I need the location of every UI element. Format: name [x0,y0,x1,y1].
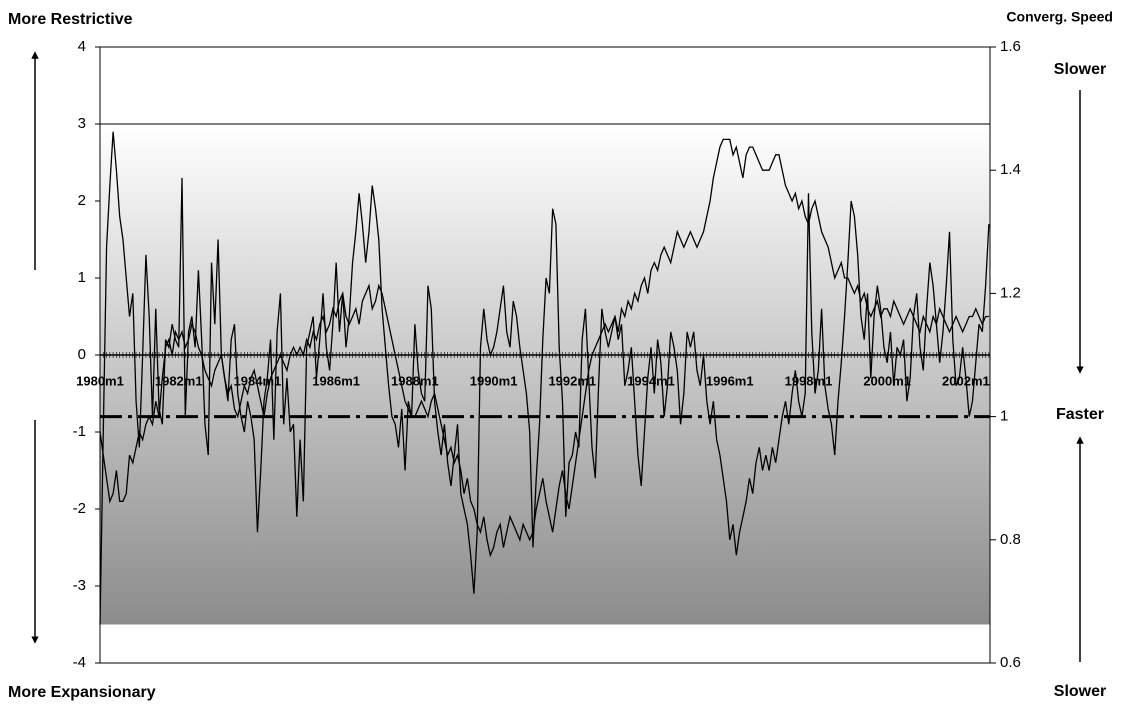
x-tick-label: 2000m1 [863,373,911,388]
y2-tick-label: 1 [1000,408,1008,425]
x-tick-label: 1982m1 [155,373,203,388]
arrows [31,51,1084,662]
x-tick-label: 1986m1 [312,373,360,388]
y-tick-label: 4 [78,38,86,55]
y2-tick-label: 0.8 [1000,531,1021,548]
x-tick-label: 1988m1 [391,373,439,388]
x-tick-label: 1980m1 [76,373,124,388]
y2-tick-label: 0.6 [1000,654,1021,671]
x-tick-label: 1990m1 [470,373,518,388]
y-tick-label: 2 [78,192,86,209]
right-top-label: Slower [1054,61,1106,78]
y2-tick-label: 1.4 [1000,161,1021,178]
y-tick-label: -2 [73,500,86,517]
left-bottom-label: More Expansionary [8,684,156,701]
y-tick-label: 1 [78,269,86,286]
y-tick-label: 3 [78,115,86,132]
left-top-label: More Restrictive [8,11,133,28]
y-tick-label: -3 [73,577,86,594]
y-tick-label: -4 [73,654,86,671]
right-bottom-label: Slower [1054,683,1106,700]
x-tick-label: 1996m1 [706,373,754,388]
y2-tick-label: 1.2 [1000,284,1021,301]
right-middle-label: Faster [1056,406,1104,423]
x-tick-label: 1994m1 [627,373,675,388]
y2-tick-label: 1.6 [1000,38,1021,55]
y-tick-label: 0 [78,346,86,363]
shaded-band [100,124,990,625]
series-line [99,131,990,625]
right-axis-title: Converg. Speed [1006,9,1113,25]
y-tick-label: -1 [73,423,86,440]
series-line [99,138,989,558]
